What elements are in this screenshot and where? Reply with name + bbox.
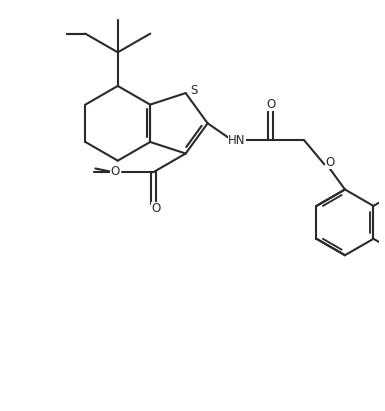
Text: O: O [151,202,161,215]
Text: O: O [110,165,119,178]
Text: HN: HN [228,134,246,147]
Text: O: O [267,98,276,111]
Text: O: O [325,156,335,169]
Text: S: S [190,83,198,97]
